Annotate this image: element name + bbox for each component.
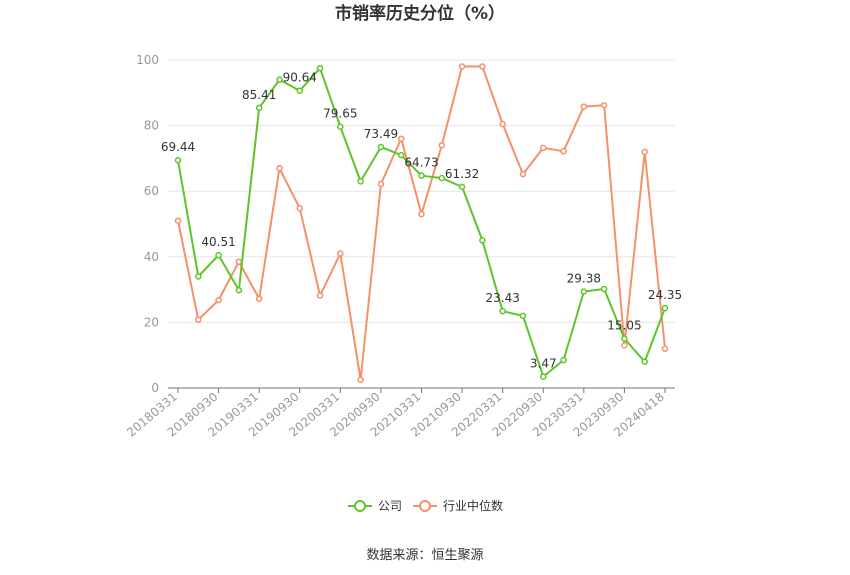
data-point [438, 174, 446, 182]
data-point [560, 147, 567, 155]
data-point [235, 287, 243, 294]
data-point [337, 250, 344, 257]
data-point [255, 104, 263, 112]
data-point [458, 183, 466, 191]
data-point [316, 64, 324, 72]
data-point [600, 285, 608, 293]
x-axis: 2018033120180930201903312019093020200331… [124, 387, 675, 440]
data-point [296, 205, 303, 212]
data-labels: 69.44 40.51 85.41 90.64 79.65 73.49 64.73 61.32… [161, 71, 682, 371]
data-point [215, 251, 222, 259]
y-tick-label: 20 [144, 315, 159, 329]
data-point [195, 316, 202, 324]
legend-item-industry-median-label: 行业中位数 [443, 498, 503, 513]
y-tick-label: 100 [136, 53, 159, 67]
data-label: 79.65 [323, 107, 357, 121]
data-point [519, 312, 527, 320]
data-label: 3.47 [530, 357, 557, 371]
data-point [255, 295, 263, 303]
data-point [276, 76, 283, 83]
data-point [560, 356, 567, 364]
data-point [519, 170, 527, 178]
data-point [641, 148, 648, 156]
y-tick-label: 80 [144, 119, 159, 133]
data-source: 数据来源：恒生聚源 [366, 548, 483, 563]
data-label: 15.05 [607, 319, 641, 333]
data-label: 61.32 [445, 167, 479, 181]
data-label: 73.49 [364, 127, 398, 141]
data-point [296, 87, 303, 94]
data-point [438, 142, 446, 149]
data-point [174, 156, 182, 164]
series-line-company [177, 67, 666, 378]
data-point [499, 307, 506, 315]
data-label: 24.35 [648, 288, 682, 302]
data-point [337, 123, 344, 130]
data-point [174, 217, 182, 224]
data-point [235, 258, 243, 265]
data-point [479, 237, 486, 244]
data-label: 40.51 [201, 235, 235, 249]
y-tick-label: 60 [144, 184, 159, 198]
data-point [641, 358, 648, 366]
data-point [276, 164, 283, 172]
data-point [357, 376, 364, 384]
legend[interactable]: 公司 行业中位数 [348, 498, 503, 513]
data-label: 85.41 [242, 88, 276, 102]
chart-title: 市销率历史分位（%） [335, 3, 505, 24]
data-point [418, 172, 425, 179]
data-point [580, 288, 588, 295]
data-point [600, 102, 608, 109]
data-point [316, 292, 324, 299]
data-label: 69.44 [161, 140, 195, 154]
data-point [397, 135, 405, 142]
series-line-industry-median [177, 65, 666, 381]
data-label: 23.43 [485, 291, 519, 305]
data-point [377, 143, 385, 151]
data-point [540, 373, 547, 380]
data-point [580, 103, 588, 110]
data-point [621, 342, 628, 349]
data-point [377, 180, 385, 188]
data-point [661, 345, 669, 352]
y-tick-label: 0 [151, 381, 159, 395]
y-tick-label: 40 [144, 250, 159, 264]
data-point [458, 63, 466, 70]
legend-item-company-label: 公司 [378, 499, 402, 513]
legend-item-company-marker [354, 500, 366, 512]
data-label: 29.38 [567, 272, 601, 286]
data-point [540, 144, 547, 152]
data-point [215, 296, 222, 304]
grid [168, 59, 675, 323]
data-point [621, 335, 628, 342]
data-point [397, 151, 405, 159]
legend-item-industry-median-marker [419, 500, 431, 512]
data-label: 64.73 [404, 156, 438, 170]
data-point [357, 178, 364, 185]
data-label: 90.64 [283, 71, 317, 85]
series-group [174, 63, 669, 384]
data-point [661, 304, 669, 312]
data-point [195, 273, 202, 280]
data-point [418, 210, 425, 218]
y-axis: 0 20 40 60 80 100 [136, 53, 159, 395]
data-point [479, 63, 486, 70]
data-point [499, 120, 506, 128]
